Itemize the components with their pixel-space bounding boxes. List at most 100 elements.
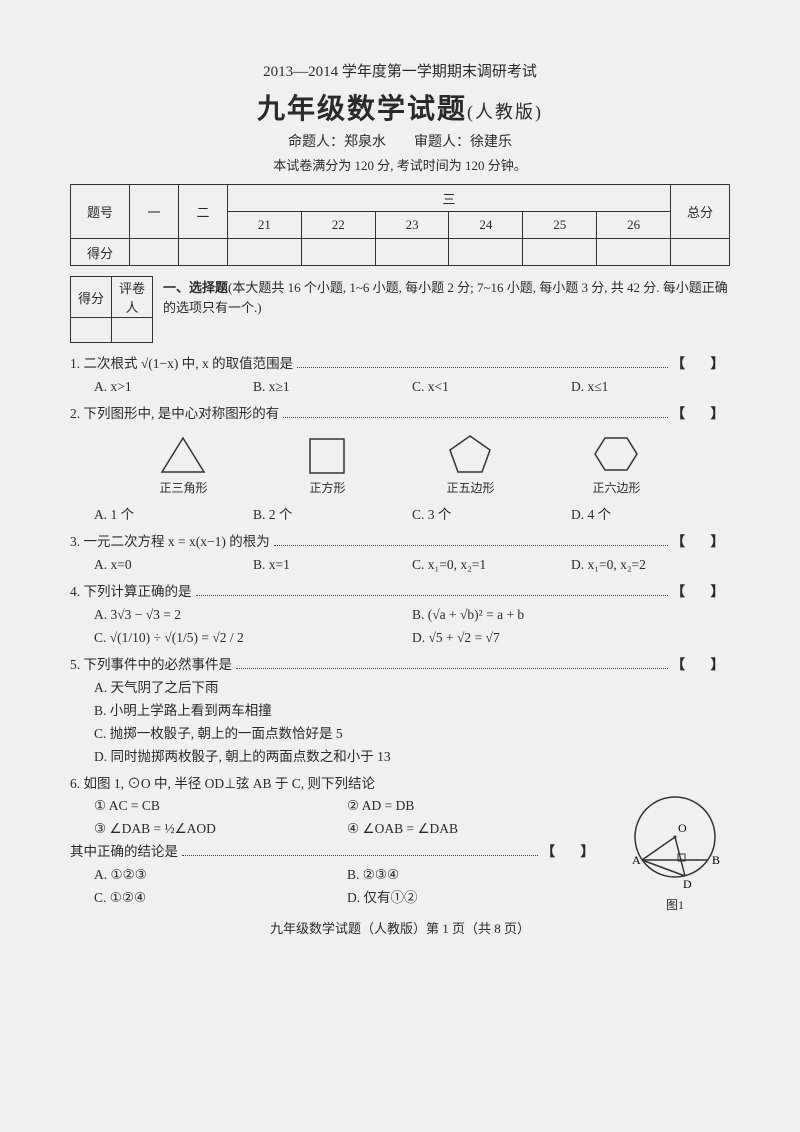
score-cell: [301, 239, 375, 266]
score-cell: [597, 239, 671, 266]
page-footer: 九年级数学试题（人教版）第 1 页（共 8 页）: [70, 918, 730, 937]
section-1-heading: 一、选择题(本大题共 16 个小题, 1~6 小题, 每小题 2 分; 7~16…: [163, 276, 730, 317]
q6-stmt-3: ③ ∠DAB = ½∠AOD: [94, 818, 347, 841]
q1-opt-c: C. x<1: [412, 376, 571, 399]
page-title: 九年级数学试题(人教版): [70, 87, 730, 127]
question-6: 6. 如图 1, ⊙O 中, 半径 OD⊥弦 AB 于 C, 则下列结论 ① A…: [70, 773, 730, 911]
q3-opt-a: A. x=0: [94, 554, 253, 577]
grader-box: 得分 评卷人: [70, 276, 153, 343]
q3-text: 3. 一元二次方程 x = x(x−1) 的根为: [70, 531, 270, 554]
dots: [283, 405, 667, 418]
answer-bracket: 【 】: [672, 531, 731, 554]
small-empty: [112, 318, 153, 343]
th-num: 题号: [71, 185, 130, 239]
th-25: 25: [523, 212, 597, 239]
q5-text: 5. 下列事件中的必然事件是: [70, 654, 232, 677]
dots: [236, 656, 668, 669]
small-score: 得分: [71, 277, 112, 318]
th-24: 24: [449, 212, 523, 239]
q6-opt-c: C. ①②④: [94, 887, 347, 910]
q2-opt-d: D. 4 个: [571, 504, 730, 527]
shape-label: 正六边形: [592, 481, 640, 495]
edition: (人教版): [467, 102, 543, 122]
small-grader: 评卷人: [112, 277, 153, 318]
score-cell: [179, 239, 228, 266]
th-one: 一: [130, 185, 179, 239]
q6-opt-d: D. 仅有①②: [347, 887, 600, 910]
score-cell: [375, 239, 449, 266]
q3-opt-b: B. x=1: [253, 554, 412, 577]
q5-opt-c: C. 抛掷一枚骰子, 朝上的一面点数恰好是 5: [94, 723, 730, 746]
q6-stmt-1: ① AC = CB: [94, 795, 347, 818]
shape-label: 正方形: [309, 481, 345, 495]
question-4: 4. 下列计算正确的是 【 】 A. 3√3 − √3 = 2 B. (√a +…: [70, 581, 730, 650]
q6-stmt-4: ④ ∠OAB = ∠DAB: [347, 818, 600, 841]
hexagon-icon: [591, 432, 641, 476]
th-23: 23: [375, 212, 449, 239]
shape-hexagon: 正六边形: [591, 432, 641, 498]
pentagon-icon: [446, 432, 494, 476]
q4-opt-d: D. √5 + √2 = √7: [412, 627, 730, 650]
q2-opt-c: C. 3 个: [412, 504, 571, 527]
q4-opt-c: C. √(1/10) ÷ √(1/5) = √2 / 2: [94, 627, 412, 650]
q1-text: 1. 二次根式 √(1−x) 中, x 的取值范围是: [70, 353, 293, 376]
question-1: 1. 二次根式 √(1−x) 中, x 的取值范围是 【 】 A. x>1 B.…: [70, 353, 730, 399]
dots: [182, 843, 538, 856]
th-three: 三: [228, 185, 671, 212]
answer-bracket: 【 】: [672, 353, 731, 376]
score-cell: [130, 239, 179, 266]
question-3: 3. 一元二次方程 x = x(x−1) 的根为 【 】 A. x=0 B. x…: [70, 531, 730, 577]
th-total: 总分: [671, 185, 730, 239]
dots: [274, 533, 668, 546]
question-2: 2. 下列图形中, 是中心对称图形的有 【 】 正三角形 正方形 正五边形 正六…: [70, 403, 730, 527]
q5-opt-a: A. 天气阴了之后下雨: [94, 677, 730, 700]
score-cell: [228, 239, 302, 266]
q6-opt-b: B. ②③④: [347, 864, 600, 887]
q1-opt-b: B. x≥1: [253, 376, 412, 399]
q1-opt-d: D. x≤1: [571, 376, 730, 399]
shape-triangle: 正三角形: [158, 434, 208, 498]
q3-opt-c: C. x₁=0, x₂=1: [412, 554, 571, 577]
q6-stmt-2: ② AD = DB: [347, 795, 600, 818]
score-cell: [671, 239, 730, 266]
shape-square: 正方形: [305, 434, 349, 498]
shapes-row: 正三角形 正方形 正五边形 正六边形: [110, 432, 690, 498]
answer-bracket: 【 】: [672, 403, 731, 426]
score-cell: [449, 239, 523, 266]
q6-text: 6. 如图 1, ⊙O 中, 半径 OD⊥弦 AB 于 C, 则下列结论: [70, 773, 600, 796]
shape-pentagon: 正五边形: [446, 432, 494, 498]
triangle-icon: [158, 434, 208, 476]
square-icon: [305, 434, 349, 476]
title-text: 九年级数学试题: [257, 94, 467, 125]
small-empty: [71, 318, 112, 343]
section-1-title: 一、选择题: [163, 280, 228, 295]
q2-opt-a: A. 1 个: [94, 504, 253, 527]
score-cell: [523, 239, 597, 266]
row-score-label: 得分: [71, 239, 130, 266]
q4-opt-b: B. (√a + √b)² = a + b: [412, 604, 730, 627]
th-21: 21: [228, 212, 302, 239]
q4-opt-a: A. 3√3 − √3 = 2: [94, 604, 412, 627]
question-5: 5. 下列事件中的必然事件是 【 】 A. 天气阴了之后下雨 B. 小明上学路上…: [70, 654, 730, 769]
q3-opt-d: D. x₁=0, x₂=2: [571, 554, 730, 577]
th-two: 二: [179, 185, 228, 239]
shape-label: 正五边形: [446, 481, 494, 495]
answer-bracket: 【 】: [672, 581, 731, 604]
q2-opt-b: B. 2 个: [253, 504, 412, 527]
answer-bracket: 【 】: [542, 841, 601, 864]
year-line: 2013—2014 学年度第一学期期末调研考试: [70, 60, 730, 81]
dots: [196, 583, 668, 596]
q1-opt-a: A. x>1: [94, 376, 253, 399]
exam-info: 本试卷满分为 120 分, 考试时间为 120 分钟。: [70, 155, 730, 174]
q2-text: 2. 下列图形中, 是中心对称图形的有: [70, 403, 279, 426]
dots: [297, 355, 667, 368]
th-22: 22: [301, 212, 375, 239]
answer-bracket: 【 】: [672, 654, 731, 677]
q5-opt-d: D. 同时抛掷两枚骰子, 朝上的两面点数之和小于 13: [94, 746, 730, 769]
q4-text: 4. 下列计算正确的是: [70, 581, 192, 604]
shape-label: 正三角形: [159, 481, 207, 495]
section-1-desc: (本大题共 16 个小题, 1~6 小题, 每小题 2 分; 7~16 小题, …: [163, 280, 728, 315]
score-table: 题号 一 二 三 总分 21 22 23 24 25 26 得分: [70, 184, 730, 266]
authors: 命题人：郑泉水 审题人：徐建乐: [70, 131, 730, 151]
q6-opt-a: A. ①②③: [94, 864, 347, 887]
